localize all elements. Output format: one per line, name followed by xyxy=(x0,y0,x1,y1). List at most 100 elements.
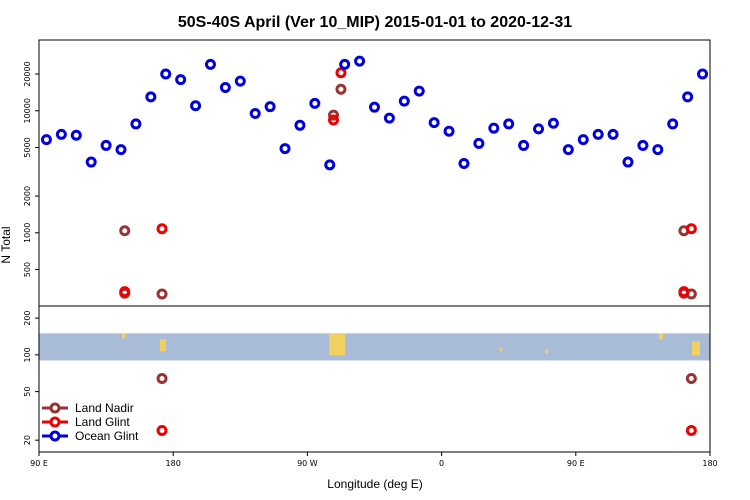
ocean-glint-point xyxy=(547,117,559,129)
land-glint-point xyxy=(156,223,168,235)
axes xyxy=(38,39,711,453)
y-tick-label: 50 xyxy=(23,387,32,397)
land-patch xyxy=(500,347,502,352)
ocean-glint-point xyxy=(577,134,589,146)
y-tick-label: 10000 xyxy=(23,98,32,123)
ocean-glint-point xyxy=(607,128,619,140)
land-glint-point xyxy=(119,286,131,298)
land-nadir-point xyxy=(156,373,168,385)
land-patch xyxy=(659,333,663,340)
ocean-glint-point xyxy=(40,134,52,146)
land-nadir-point xyxy=(119,225,131,237)
y-tick-label: 5000 xyxy=(23,137,32,157)
ocean-glint-point xyxy=(369,101,380,113)
ocean-glint-point xyxy=(398,95,410,107)
ocean-glint-point xyxy=(622,156,634,168)
land-glint-point xyxy=(685,425,697,437)
ocean-glint-point xyxy=(219,82,231,94)
ocean-glint-point xyxy=(413,85,425,97)
ocean-glint-point xyxy=(145,91,157,103)
ocean-glint-point xyxy=(309,97,321,109)
land-glint-point xyxy=(685,223,697,235)
land-nadir-point xyxy=(156,288,168,300)
land-glint-point xyxy=(335,67,347,79)
ocean-glint-point xyxy=(518,139,530,151)
ocean-glint-point xyxy=(562,144,574,156)
ocean-glint-point xyxy=(339,58,351,70)
ocean-glint-point xyxy=(264,101,276,113)
ocean-glint-point xyxy=(637,139,649,151)
land-nadir-point xyxy=(327,109,339,121)
ocean-glint-point xyxy=(682,91,694,103)
ocean-glint-point xyxy=(592,128,604,140)
ocean-glint-point xyxy=(294,119,306,131)
legend-label: Ocean Glint xyxy=(75,429,139,443)
x-tick-label: 90 E xyxy=(30,459,48,468)
ocean-glint-point xyxy=(204,58,216,70)
ocean-glint-point xyxy=(279,143,291,155)
y-axis-label: N Total xyxy=(0,226,13,263)
ocean-glint-point xyxy=(443,125,455,137)
y-tick-label: 100 xyxy=(23,347,32,362)
y-tick-label: 2000 xyxy=(23,186,32,206)
ocean-glint-point xyxy=(249,107,261,119)
ocean-glint-point xyxy=(115,144,127,156)
ocean-glint-point xyxy=(85,156,97,168)
land-glint-point xyxy=(156,425,168,437)
land-nadir-point xyxy=(685,373,697,385)
legend-marker xyxy=(49,430,61,442)
y-tick-label: 1000 xyxy=(23,223,32,243)
legend-label: Land Nadir xyxy=(75,401,134,415)
data-points xyxy=(40,55,709,437)
ocean-glint-point xyxy=(190,100,202,112)
ocean-glint-point xyxy=(234,75,246,87)
x-axis-label: Longitude (deg E) xyxy=(327,477,422,491)
x-tick-label: 90 E xyxy=(567,459,585,468)
land-nadir-point xyxy=(335,83,347,95)
ocean-glint-point xyxy=(354,55,366,67)
x-tick-label: 0 xyxy=(439,459,444,468)
y-tick-label: 20 xyxy=(23,435,32,445)
ocean-glint-point xyxy=(503,118,515,130)
land-patch xyxy=(160,339,166,352)
land-patch xyxy=(122,333,125,339)
ocean-glint-point xyxy=(160,68,172,80)
ocean-glint-point xyxy=(667,118,679,130)
land-patch xyxy=(329,333,345,356)
land-glint-point xyxy=(327,114,339,126)
ocean-glint-point xyxy=(383,112,395,124)
ocean-glint-point xyxy=(458,157,470,169)
ocean-glint-point xyxy=(488,122,500,134)
ocean-band xyxy=(39,333,710,361)
x-tick-label: 90 W xyxy=(297,459,318,468)
land-glint-point xyxy=(678,286,690,298)
land-patch xyxy=(545,349,548,354)
chart-title: 50S-40S April (Ver 10_MIP) 2015-01-01 to… xyxy=(178,14,572,31)
ocean-glint-point xyxy=(473,137,485,149)
y-tick-label: 200 xyxy=(23,310,32,325)
legend-marker xyxy=(49,402,61,414)
legend-label: Land Glint xyxy=(75,415,130,429)
ocean-glint-point xyxy=(697,68,709,80)
y-axis-ticks: 20 50 100 200 500 1000 2000 5000 10000 20000 xyxy=(23,61,39,445)
ocean-glint-point xyxy=(130,118,142,130)
ocean-glint-point xyxy=(70,129,82,141)
ocean-glint-point xyxy=(175,74,187,86)
ocean-glint-point xyxy=(428,117,440,129)
ocean-glint-point xyxy=(100,139,112,151)
legend-marker xyxy=(49,416,61,428)
x-axis-ticks: 90 E 180 90 W 0 90 E 180 xyxy=(30,452,718,468)
x-tick-label: 180 xyxy=(702,459,717,468)
ocean-glint-point xyxy=(652,144,664,156)
land-patch xyxy=(692,341,700,356)
y-tick-label: 500 xyxy=(23,262,32,277)
ocean-glint-point xyxy=(533,123,545,135)
plot-frame xyxy=(38,39,711,453)
land-ocean-band xyxy=(39,333,710,361)
x-tick-label: 180 xyxy=(166,459,181,468)
y-tick-label: 20000 xyxy=(23,61,32,86)
ocean-glint-point xyxy=(55,128,67,140)
ocean-glint-point xyxy=(324,159,336,171)
